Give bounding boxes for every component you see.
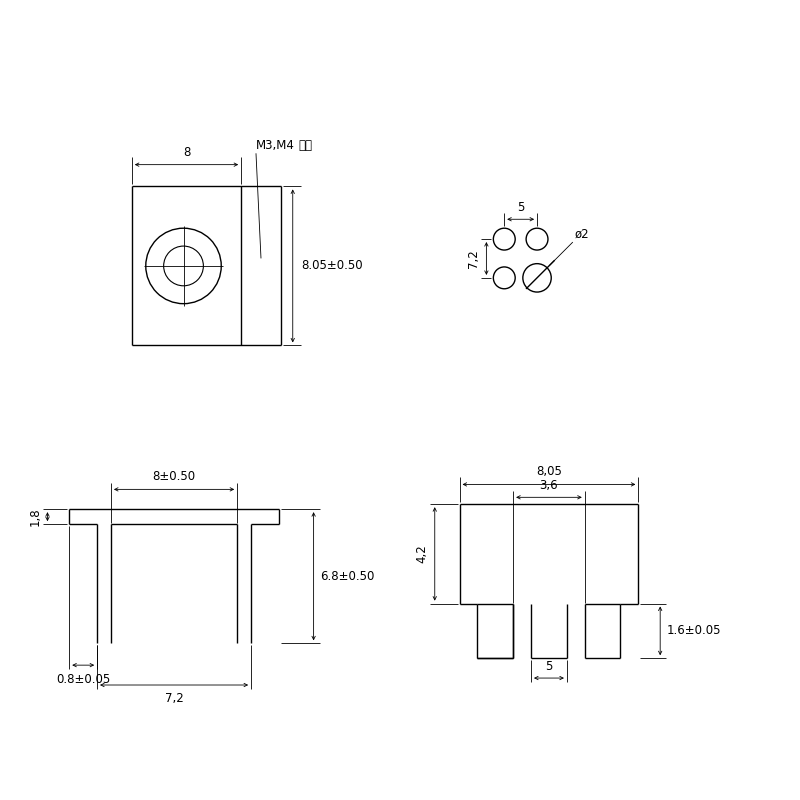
Text: 拉伸: 拉伸 [298, 138, 313, 152]
Text: 8,05: 8,05 [536, 466, 562, 478]
Text: 4,2: 4,2 [416, 545, 429, 563]
Text: 0.8±0.05: 0.8±0.05 [56, 673, 110, 686]
Text: 1.6±0.05: 1.6±0.05 [667, 624, 722, 638]
Text: ø2: ø2 [574, 227, 590, 240]
Text: 8: 8 [183, 146, 190, 158]
Text: 3,6: 3,6 [540, 479, 558, 492]
Text: 8±0.50: 8±0.50 [153, 470, 196, 483]
Text: 7,2: 7,2 [165, 692, 183, 705]
Text: 6.8±0.50: 6.8±0.50 [321, 570, 375, 582]
Text: M3,M4: M3,M4 [256, 138, 295, 152]
Text: 1,8: 1,8 [29, 507, 42, 526]
Text: 7,2: 7,2 [467, 249, 481, 268]
Text: 5: 5 [517, 202, 524, 214]
Text: 8.05±0.50: 8.05±0.50 [302, 259, 363, 273]
Text: 5: 5 [546, 660, 553, 673]
